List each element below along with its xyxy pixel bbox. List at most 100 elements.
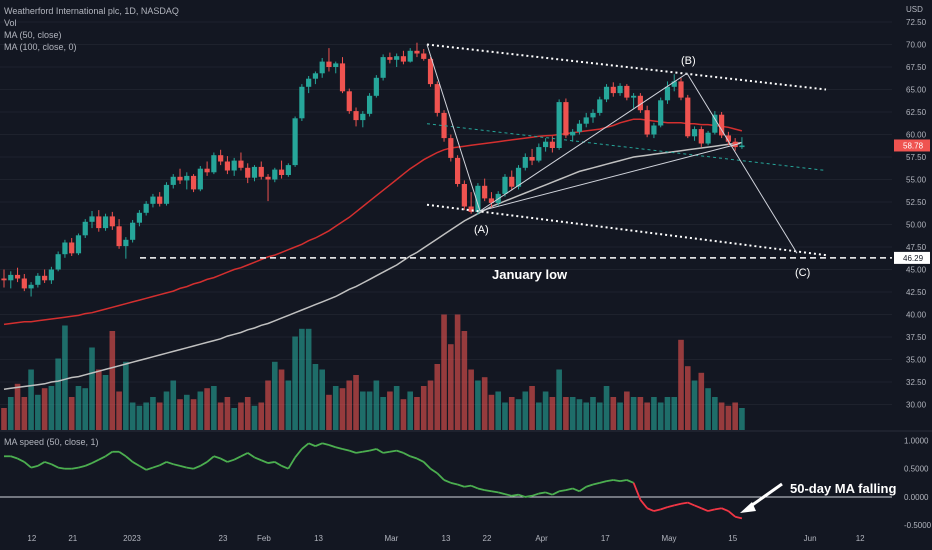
candle-body [441, 112, 447, 139]
ma-speed-segment [281, 465, 289, 470]
legend-volume: Vol [4, 18, 17, 28]
currency-label: USD [906, 5, 923, 14]
candle-body [14, 274, 21, 279]
last-price-label: 58.78 [903, 141, 924, 150]
ma-speed-segment [50, 463, 59, 469]
candle-body [414, 50, 420, 54]
volume-bar [739, 408, 745, 430]
ma-speed-segment [10, 455, 18, 460]
ma-speed-segment [653, 508, 661, 512]
price-tick-label: 47.50 [906, 243, 927, 252]
price-tick-label: 40.00 [906, 311, 927, 320]
ma-speed-segment [308, 442, 316, 447]
candle-body [549, 141, 555, 148]
wave-a-label: (A) [474, 224, 489, 236]
ma-speed-segment [727, 510, 736, 518]
ma-speed-segment [450, 481, 458, 486]
price-tick-label: 30.00 [906, 401, 927, 410]
ma-speed-segment [105, 451, 113, 458]
candle-body [522, 157, 528, 168]
ma-speed-segment [457, 483, 465, 488]
volume-bar [136, 405, 143, 430]
last-price-badge [894, 139, 930, 152]
volume-bar [454, 314, 461, 430]
annotation-arrow-shaft [747, 482, 783, 510]
volume-bar [475, 380, 481, 430]
ma-speed-segment [132, 461, 140, 467]
legend-ma-speed: MA speed (50, close, 1) [4, 437, 99, 447]
ma-speed-segment [348, 449, 357, 454]
volume-bar [678, 339, 684, 430]
volume-bar [116, 391, 122, 430]
candle-body [617, 85, 623, 94]
ma-speed-segment [227, 458, 235, 463]
ma-speed-segment [17, 457, 25, 463]
price-axis[interactable]: 72.50 70.00 67.50 65.00 62.50 60.00 57.50 55.00… [894, 18, 930, 410]
price-tick-label: 67.50 [906, 63, 927, 72]
price-tick-label: 57.50 [906, 153, 927, 162]
candle-body [333, 63, 339, 67]
ma-speed-segment [294, 448, 303, 458]
price-tick-label: 70.00 [906, 41, 927, 50]
candle-body [603, 86, 610, 100]
candle-body [705, 132, 711, 144]
ma-speed-segment [714, 507, 722, 511]
candle-body [163, 184, 170, 204]
candle-body [515, 167, 522, 187]
ma-speed-segment [152, 464, 160, 469]
volume-bar [48, 386, 55, 430]
time-axis[interactable]: 12 21 2023 23 Feb 13 Mar 13 22 Apr 17 May 15 Jun 12 [27, 534, 865, 543]
candle-body [69, 242, 75, 254]
volume-bar [603, 386, 610, 430]
ma-speed-segment [436, 472, 445, 481]
price-tick-label: 37.50 [906, 333, 927, 342]
ma-speed-segment [274, 461, 283, 467]
volume-bar [360, 391, 366, 430]
ma-speed-segment [58, 466, 66, 470]
volume-bar [536, 402, 542, 430]
lower-channel-line [426, 203, 827, 257]
volume-bar [68, 397, 75, 430]
candle-body [123, 239, 129, 247]
volume-bar [197, 391, 204, 430]
ma-speed-segment [403, 452, 411, 458]
ma-speed-segment [646, 507, 655, 512]
volume-bar [95, 369, 102, 430]
volume-bar [495, 391, 502, 430]
candle-body [136, 212, 142, 223]
volume-bar [624, 391, 630, 430]
candle-body [631, 95, 637, 98]
ma-speed-tick-label: -0.5000 [904, 521, 932, 530]
ma-speed-segment [23, 461, 32, 469]
volume-bar [664, 397, 671, 430]
ma-speed-segment [287, 456, 296, 470]
ma50-path [3, 118, 743, 326]
volume-bar [299, 328, 305, 430]
ma-speed-segment [531, 492, 540, 497]
volume-bar [7, 397, 14, 430]
candle-body [583, 117, 589, 124]
candle-body [231, 160, 237, 171]
volume-bar [373, 380, 380, 430]
ma-speed-segment [206, 455, 215, 463]
candle-body [218, 155, 224, 162]
time-tick-label: 22 [483, 534, 492, 543]
volume-bar [75, 386, 82, 430]
candle-body [536, 147, 542, 161]
candle-body [258, 166, 264, 177]
ma-speed-segment [626, 479, 634, 484]
candle-body [387, 57, 393, 60]
ma-speed-segment [125, 455, 134, 463]
candle-body [651, 125, 657, 135]
ma-speed-segment [342, 448, 350, 452]
ma-speed-segment [145, 466, 154, 471]
volume-bar [339, 388, 346, 430]
volume-bar [89, 347, 95, 430]
volume-bar [353, 375, 359, 430]
candle-body [238, 160, 244, 168]
candle-body [502, 176, 508, 194]
volume-bar [502, 402, 508, 430]
ma-speed-segment [504, 493, 512, 497]
volume-bar [170, 380, 177, 430]
